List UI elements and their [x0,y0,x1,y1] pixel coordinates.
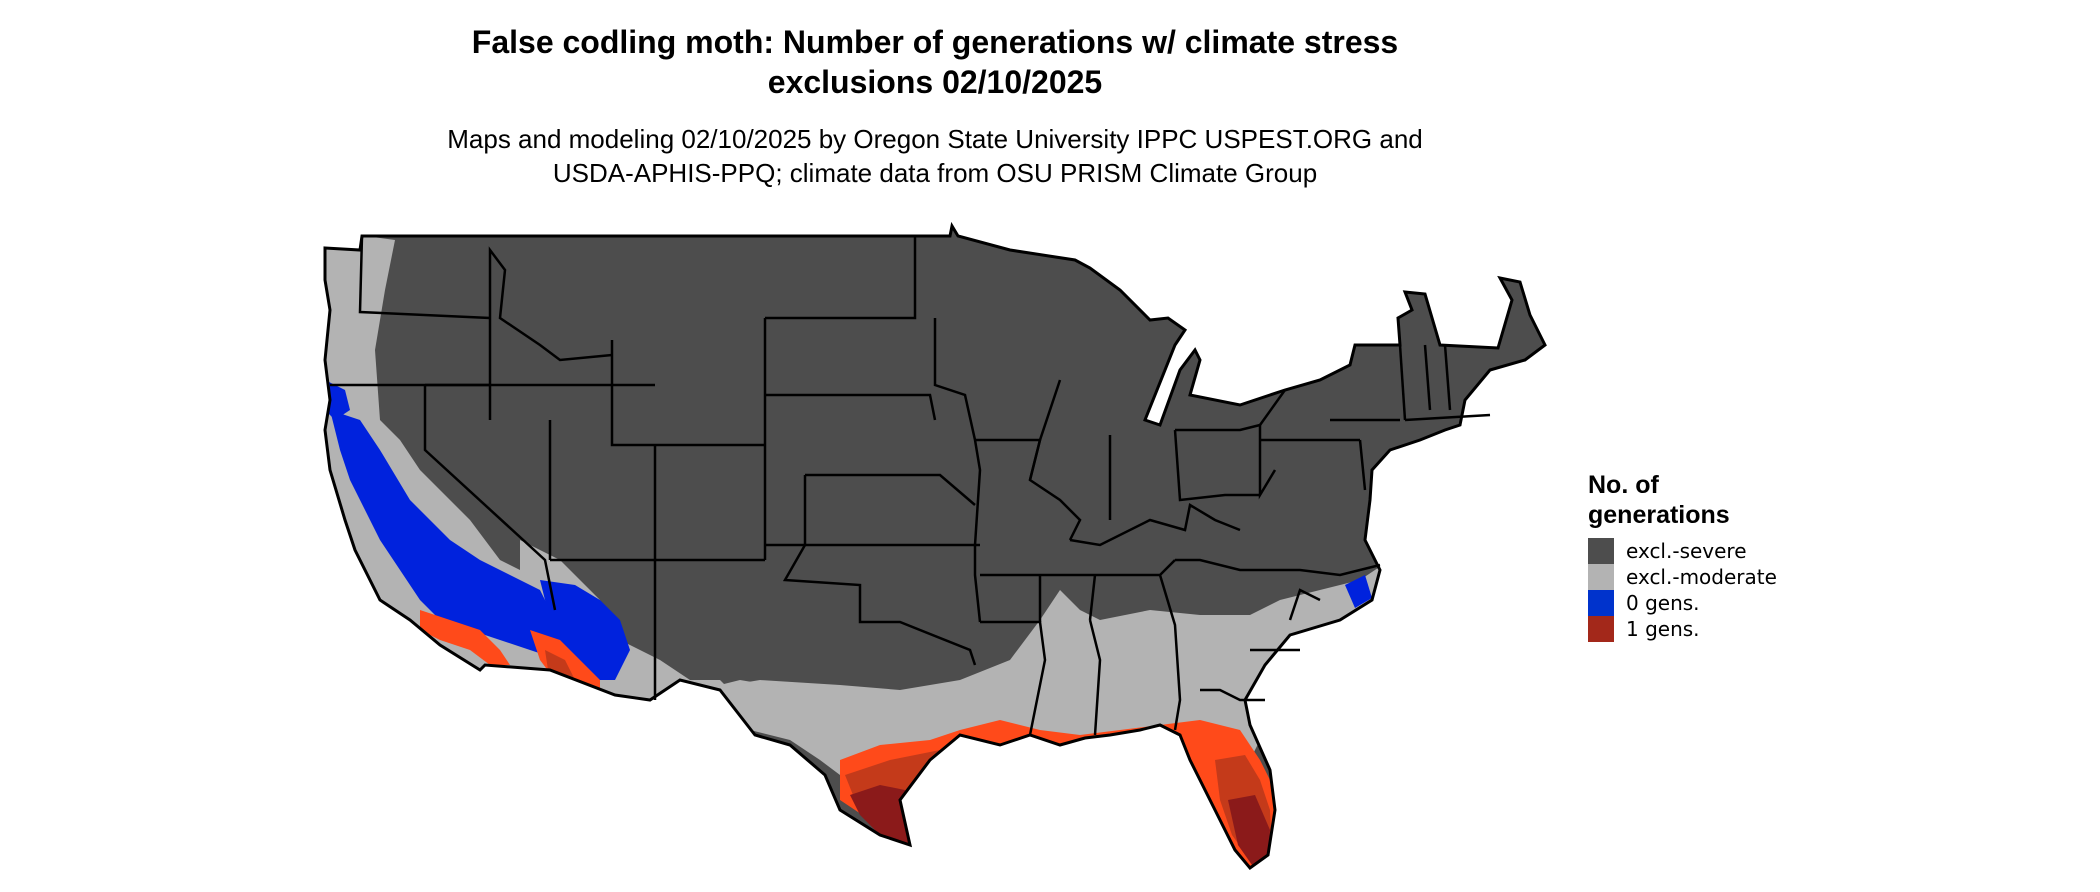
us-outline [323,221,1547,871]
legend-label-excl-severe: excl.-severe [1626,539,1747,563]
legend: No. of generations excl.-severe excl.-mo… [1588,470,1777,642]
legend-title-line-2: generations [1588,501,1730,529]
zone-1-gens-florida-dark [1228,795,1270,865]
legend-swatch-0-gens [1588,590,1614,616]
legend-label-1-gens: 1 gens. [1626,617,1700,641]
title-line-2: exclusions 02/10/2025 [767,64,1103,100]
legend-swatch-excl-severe [1588,538,1614,564]
legend-title: No. of generations [1588,470,1777,530]
map-title: False codling moth: Number of generation… [340,22,1530,102]
subtitle-line-1: Maps and modeling 02/10/2025 by Oregon S… [447,124,1423,154]
legend-swatch-1-gens [1588,616,1614,642]
zone-1-gens-socal [420,610,510,665]
legend-item-excl-severe: excl.-severe [1588,538,1777,564]
legend-item-1-gens: 1 gens. [1588,616,1777,642]
state-borders [330,235,1491,736]
map-subtitle: Maps and modeling 02/10/2025 by Oregon S… [340,122,1530,190]
title-line-1: False codling moth: Number of generation… [471,24,1399,60]
zone-excl-moderate-pacific-nw [325,230,700,720]
subtitle-line-2: USDA-APHIS-PPQ; climate data from OSU PR… [552,158,1318,188]
legend-item-excl-moderate: excl.-moderate [1588,564,1777,590]
zone-0-gens-coast [325,380,350,420]
zone-0-gens-north-carolina [1345,575,1372,608]
zone-0-gens-california [330,410,560,660]
legend-swatch-excl-moderate [1588,564,1614,590]
legend-label-0-gens: 0 gens. [1626,591,1700,615]
legend-title-line-1: No. of [1588,471,1659,499]
legend-label-excl-moderate: excl.-moderate [1626,565,1777,589]
legend-item-0-gens: 0 gens. [1588,590,1777,616]
